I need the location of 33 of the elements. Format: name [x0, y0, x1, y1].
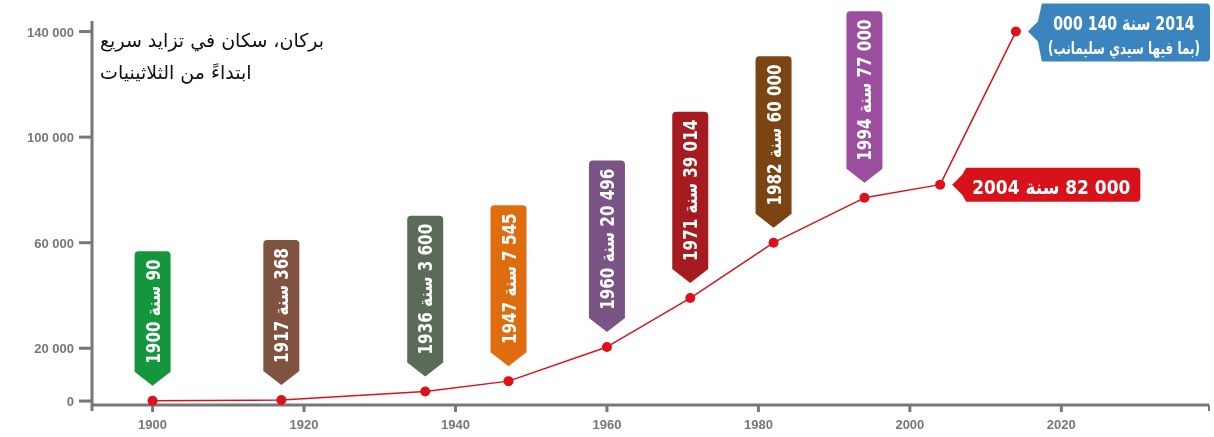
point	[420, 386, 431, 397]
data-label: 3 600 سنة 1936	[414, 223, 437, 355]
data-label: 77 000 سنة 1994	[853, 19, 876, 161]
x-tick-label: 2000	[895, 417, 925, 432]
x-tick-label: 1980	[743, 417, 773, 432]
y-tick-label: 100 000	[27, 130, 74, 146]
x-tick-label: 1900	[138, 417, 168, 432]
point	[147, 395, 158, 406]
data-label: 60 000 سنة 1982	[762, 64, 785, 206]
point	[276, 395, 287, 406]
point	[768, 237, 779, 248]
point	[685, 293, 696, 304]
point	[1010, 26, 1021, 37]
data-label: 368 سنة 1917	[270, 248, 293, 364]
text: بركان، سكان في تزايد سريع ابتداءً من الثلاثينيات	[100, 29, 325, 84]
point	[859, 192, 870, 203]
data-label: 82 000 سنة 2004	[972, 175, 1131, 198]
x-tick-label: 1940	[441, 417, 470, 432]
x-tick-label: 2020	[1046, 417, 1076, 432]
y-tick-label: 20 000	[34, 341, 74, 357]
data-label: 90 سنة 1900	[141, 259, 164, 364]
x-tick-label: 1960	[592, 417, 622, 432]
y-tick-label: 140 000	[27, 24, 74, 40]
y-tick-label: 60 000	[34, 235, 74, 251]
data-label: 7 545 سنة 1947	[497, 213, 520, 345]
data-label: 39 014 سنة 1971	[679, 119, 702, 261]
x-tick-label: 1920	[289, 417, 319, 432]
data-label: 2014 سنة 140 000 (بما فيها سيدي سليمانب)	[1047, 11, 1200, 60]
point	[935, 179, 946, 190]
point	[601, 341, 612, 352]
y-tick-label: 0	[66, 394, 74, 410]
data-label: 20 496 سنة 1960	[596, 168, 619, 310]
point	[503, 376, 514, 387]
